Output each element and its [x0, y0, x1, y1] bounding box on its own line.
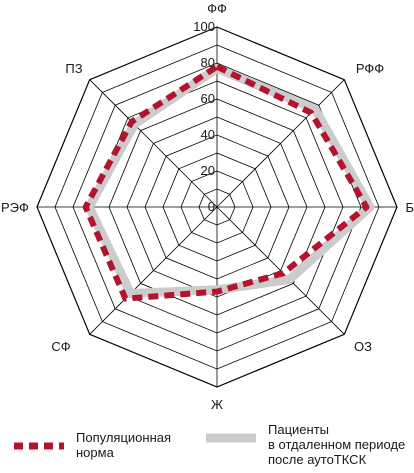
series-line-population-norm — [82, 63, 370, 302]
axis-label-5: Ж — [211, 397, 223, 412]
radial-tick-label: 80 — [201, 55, 215, 70]
radial-tick-label: 40 — [201, 127, 215, 142]
axis-label-4: ОЗ — [354, 339, 372, 354]
axis-label-2: РФФ — [356, 61, 384, 76]
radar-chart: 0 20 40 60 80 100 ФФ РФФ Б ОЗ Ж СФ РЭФ ПЗ — [1, 1, 414, 412]
legend-swatch-dashed — [14, 442, 64, 450]
legend-label-population-norm: Популяционная норма — [76, 430, 172, 460]
legend-item-population-norm: Популяционная норма — [14, 430, 171, 460]
axis-label-3: Б — [405, 200, 414, 215]
grid-spoke — [89, 79, 218, 208]
series-line-patients — [84, 63, 375, 298]
radial-tick-label: 60 — [201, 91, 215, 106]
axis-label-1: ФФ — [207, 1, 227, 16]
grid-spoke — [89, 206, 218, 335]
axis-label-7: РЭФ — [1, 200, 29, 215]
legend: Популяционная норма Пациенты в отдаленно… — [0, 422, 414, 473]
legend-label-patients: Пациенты в отдаленном периоде после ауто… — [268, 422, 406, 467]
axis-label-6: СФ — [51, 339, 70, 354]
grid-spoke — [216, 79, 345, 208]
legend-swatch-solid — [206, 433, 256, 443]
radial-tick-label: 100 — [193, 19, 215, 34]
radial-tick-label: 20 — [201, 163, 215, 178]
axis-label-8: ПЗ — [65, 61, 82, 76]
grid-spoke — [216, 206, 345, 335]
radial-tick-label: 0 — [208, 199, 215, 214]
legend-item-patients: Пациенты в отдаленном периоде после ауто… — [206, 422, 405, 467]
